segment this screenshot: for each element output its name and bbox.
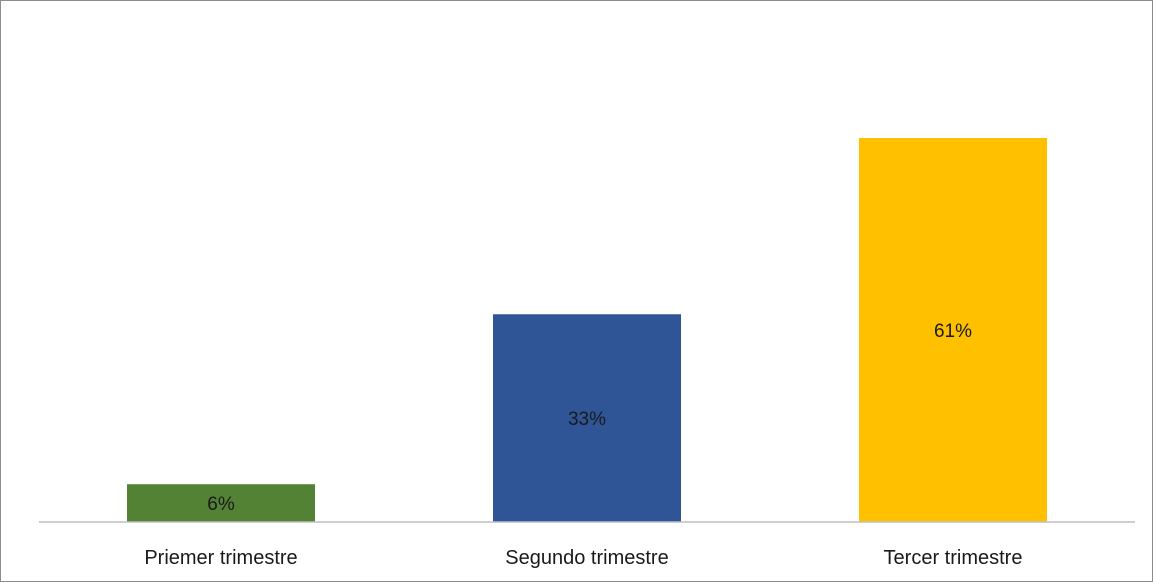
bars-layer: [127, 138, 1047, 522]
x-axis-ticks: Priemer trimestre Segundo trimestre Tercer…: [144, 547, 1022, 569]
data-label-2: 33%: [568, 409, 606, 430]
x-tick-label-1: Priemer trimestre: [144, 547, 297, 569]
bar-3: [859, 138, 1047, 522]
x-tick-label-2: Segundo trimestre: [505, 547, 668, 569]
x-tick-label-3: Tercer trimestre: [884, 547, 1023, 569]
bar-1: [127, 484, 315, 522]
bar-2: [493, 314, 681, 522]
labels-layer: 6% 33% 61%: [207, 321, 972, 515]
data-label-1: 6%: [207, 494, 235, 515]
data-label-3: 61%: [934, 321, 972, 342]
